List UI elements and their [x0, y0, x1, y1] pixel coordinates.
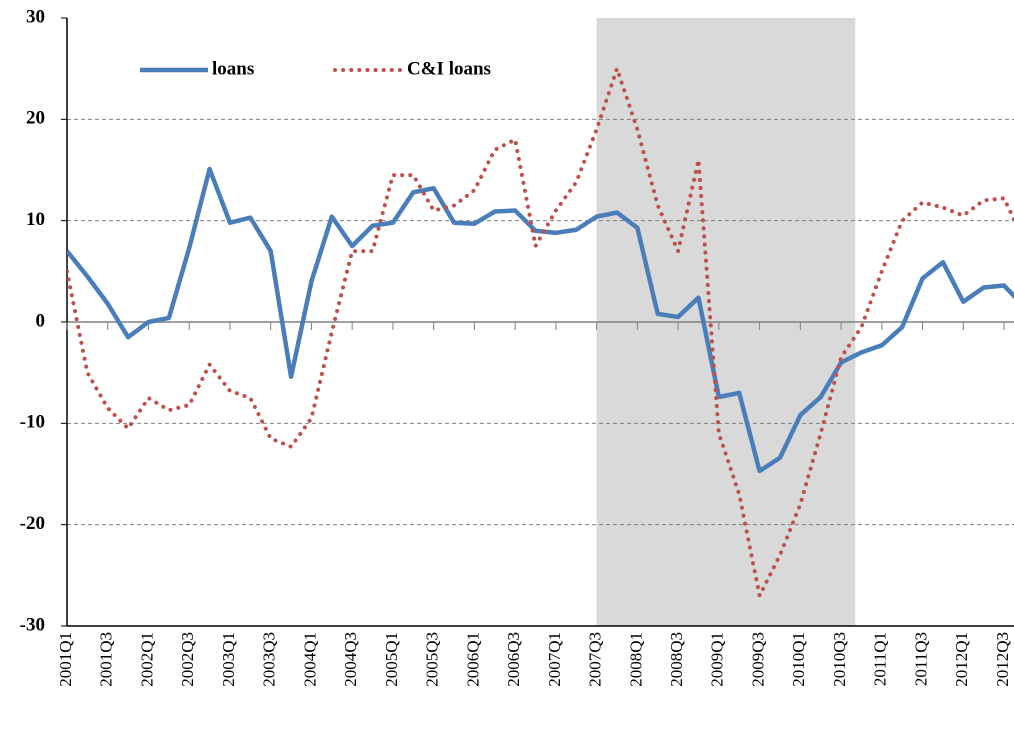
x-tick-label: 2002Q3 [178, 632, 197, 687]
x-tick-label: 2005Q3 [423, 632, 442, 687]
x-tick-label: 2003Q1 [219, 632, 238, 687]
y-tick-label: -20 [20, 513, 45, 534]
plot-area [67, 66, 1014, 598]
y-tick-label: 0 [36, 310, 46, 331]
legend-label: loans [212, 58, 254, 79]
x-tick-label: 2006Q3 [504, 632, 523, 687]
x-tick-label: 2007Q1 [545, 632, 564, 687]
y-tick-label: 20 [26, 108, 45, 129]
x-tick-label: 2001Q1 [56, 632, 75, 687]
y-tick-label: -30 [20, 614, 45, 635]
y-tick-label: 10 [26, 209, 45, 230]
x-tick-label: 2006Q1 [463, 632, 482, 687]
x-tick-label: 2010Q3 [830, 632, 849, 687]
x-tick-label: 2004Q1 [300, 632, 319, 687]
x-tick-label: 2011Q3 [911, 632, 930, 686]
x-tick-label: 2007Q3 [586, 632, 605, 687]
x-tick-label: 2005Q1 [382, 632, 401, 687]
x-tick-label: 2012Q3 [993, 632, 1012, 687]
y-tick-label: -10 [20, 412, 45, 433]
x-tick-label: 2002Q1 [137, 632, 156, 687]
series-line [67, 166, 1014, 474]
x-tick-label: 2011Q1 [871, 632, 890, 686]
y-tick-label: 30 [26, 6, 45, 27]
x-tick-label: 2001Q3 [97, 632, 116, 687]
legend-label: C&I loans [407, 58, 491, 79]
x-tick-label: 2003Q3 [260, 632, 279, 687]
series-line [67, 66, 1014, 598]
x-tick-label: 2008Q1 [626, 632, 645, 687]
x-tick-label: 2004Q3 [341, 632, 360, 687]
x-tick-label: 2009Q1 [708, 632, 727, 687]
x-tick-label: 2008Q3 [667, 632, 686, 687]
x-tick-label: 2012Q1 [952, 632, 971, 687]
x-tick-label: 2009Q3 [748, 632, 767, 687]
x-tick-label: 2010Q1 [789, 632, 808, 687]
